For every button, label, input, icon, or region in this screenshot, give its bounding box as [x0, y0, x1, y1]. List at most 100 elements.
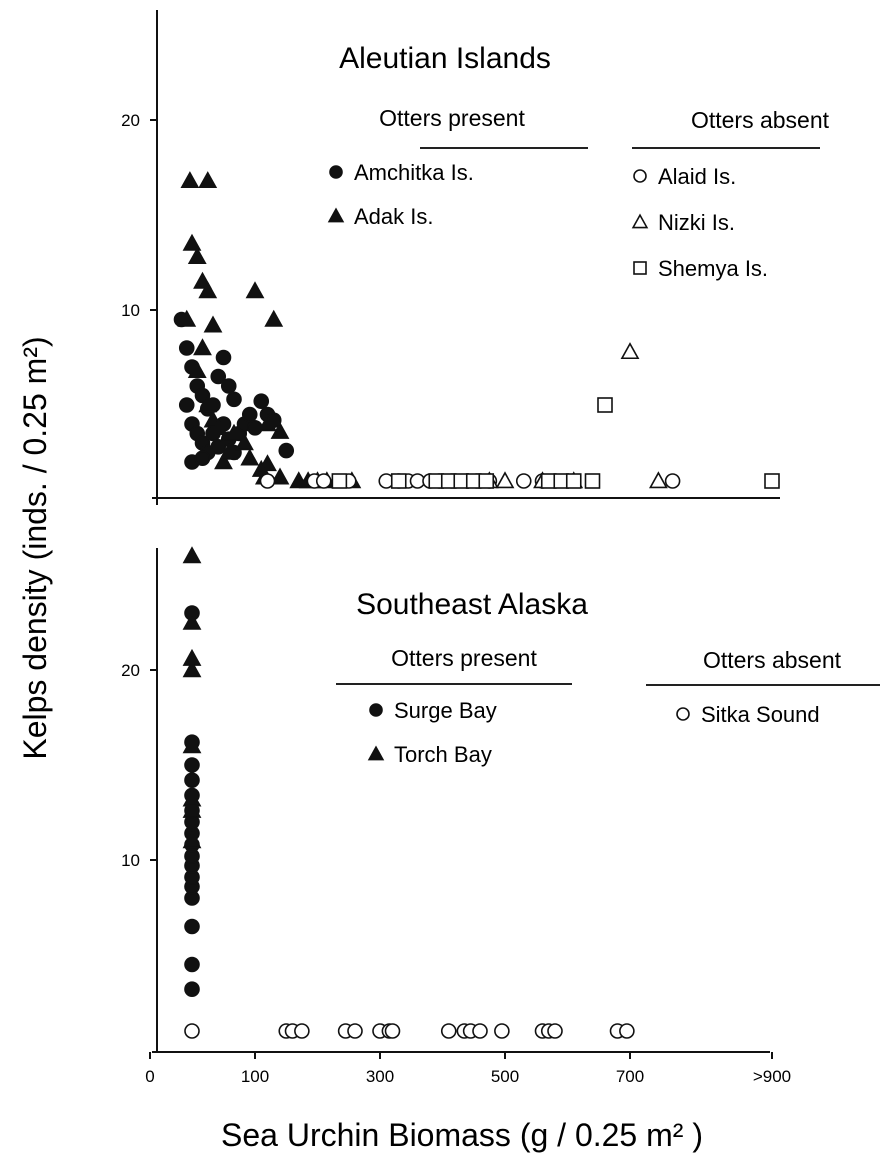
y-tick-label: 20 — [121, 661, 140, 680]
legend-label: Alaid Is. — [658, 164, 736, 189]
data-point — [182, 612, 202, 630]
data-point — [198, 281, 218, 299]
data-point — [253, 393, 270, 410]
x-tick-label: 700 — [616, 1067, 644, 1086]
x-tick-label: 500 — [491, 1067, 519, 1086]
data-point — [210, 438, 227, 455]
legend-marker — [633, 261, 647, 275]
data-point — [270, 467, 290, 485]
data-point — [208, 418, 228, 436]
data-point — [178, 340, 195, 356]
data-point — [187, 247, 207, 265]
data-point — [347, 1023, 363, 1039]
data-point — [619, 1023, 635, 1039]
y-axis-title: Kelps density (inds. / 0.25 m²) — [17, 336, 53, 759]
data-point — [220, 378, 237, 394]
data-point — [664, 473, 681, 489]
data-point — [235, 433, 254, 451]
data-point — [180, 171, 200, 189]
legend-label: Sitka Sound — [701, 702, 820, 727]
data-point — [178, 397, 195, 413]
data-point — [495, 471, 515, 489]
y-tick-label: 20 — [121, 111, 140, 130]
data-point — [247, 419, 263, 436]
legend-label: Torch Bay — [394, 742, 492, 767]
data-point — [210, 368, 227, 385]
x-tick-label: 300 — [366, 1067, 394, 1086]
data-point — [390, 473, 407, 489]
data-point — [184, 1023, 200, 1039]
legend-marker — [369, 703, 383, 717]
legend-label: Amchitka Is. — [354, 160, 474, 185]
data-point — [384, 1023, 401, 1039]
data-point — [245, 281, 265, 299]
data-point — [224, 423, 244, 441]
data-point — [187, 361, 207, 379]
data-point — [264, 309, 284, 327]
data-point — [258, 454, 277, 472]
data-point — [219, 442, 239, 460]
data-point — [294, 1023, 310, 1039]
aleutian-absent-heading: Otters absent — [691, 107, 830, 133]
data-point — [214, 452, 233, 470]
data-point — [184, 956, 200, 973]
data-point — [584, 473, 601, 489]
data-point — [565, 473, 582, 489]
x-tick-label: 0 — [145, 1067, 154, 1086]
data-point — [472, 1023, 488, 1039]
data-point — [194, 450, 211, 467]
data-point — [240, 448, 260, 466]
data-point — [184, 772, 200, 789]
data-point — [184, 981, 200, 998]
data-point — [547, 1023, 563, 1039]
legend-marker — [327, 207, 345, 223]
legend-label: Surge Bay — [394, 698, 497, 723]
data-point — [315, 473, 332, 489]
data-point — [198, 171, 218, 189]
legend-marker — [633, 169, 647, 183]
data-point — [182, 233, 202, 251]
data-point — [182, 800, 202, 818]
data-point — [184, 757, 200, 773]
plot-layer: 10 20 Amchitka Is. Adak Is. Alaid Is. Nizki I… — [121, 10, 820, 1086]
legend-label: Adak Is. — [354, 204, 433, 229]
y-tick-label: 10 — [121, 851, 140, 870]
data-point — [203, 315, 223, 333]
data-point — [620, 342, 640, 360]
x-tick-label: 100 — [241, 1067, 269, 1086]
data-point — [215, 349, 232, 366]
aleutian-present-heading: Otters present — [379, 105, 525, 131]
legend-marker — [329, 165, 343, 179]
data-point — [478, 473, 495, 489]
data-point — [182, 546, 202, 564]
data-point — [278, 442, 295, 459]
data-point — [494, 1023, 510, 1039]
data-point — [198, 395, 218, 413]
data-point — [440, 1023, 457, 1039]
x-tick-label: >900 — [753, 1067, 791, 1086]
aleutian-title: Aleutian Islands — [339, 42, 551, 75]
x-axis-title: Sea Urchin Biomass (g / 0.25 m² ) — [221, 1117, 703, 1153]
data-point — [184, 918, 200, 935]
legend-label: Nizki Is. — [658, 210, 735, 235]
southeast-present-heading: Otters present — [391, 645, 537, 671]
legend-marker — [676, 707, 690, 721]
legend-marker — [367, 745, 385, 761]
southeast-title: Southeast Alaska — [356, 588, 588, 621]
data-point — [515, 473, 532, 489]
southeast-absent-heading: Otters absent — [703, 647, 842, 673]
data-point — [182, 648, 202, 666]
data-point — [193, 338, 212, 356]
data-point — [764, 473, 780, 489]
data-point — [648, 471, 668, 489]
data-point — [226, 391, 242, 408]
data-point — [258, 414, 277, 432]
data-point — [331, 473, 348, 489]
data-point — [241, 406, 258, 423]
legend-marker — [631, 213, 649, 229]
data-point — [597, 397, 613, 413]
data-point — [182, 789, 202, 807]
data-point — [177, 309, 197, 327]
data-point — [182, 660, 202, 678]
